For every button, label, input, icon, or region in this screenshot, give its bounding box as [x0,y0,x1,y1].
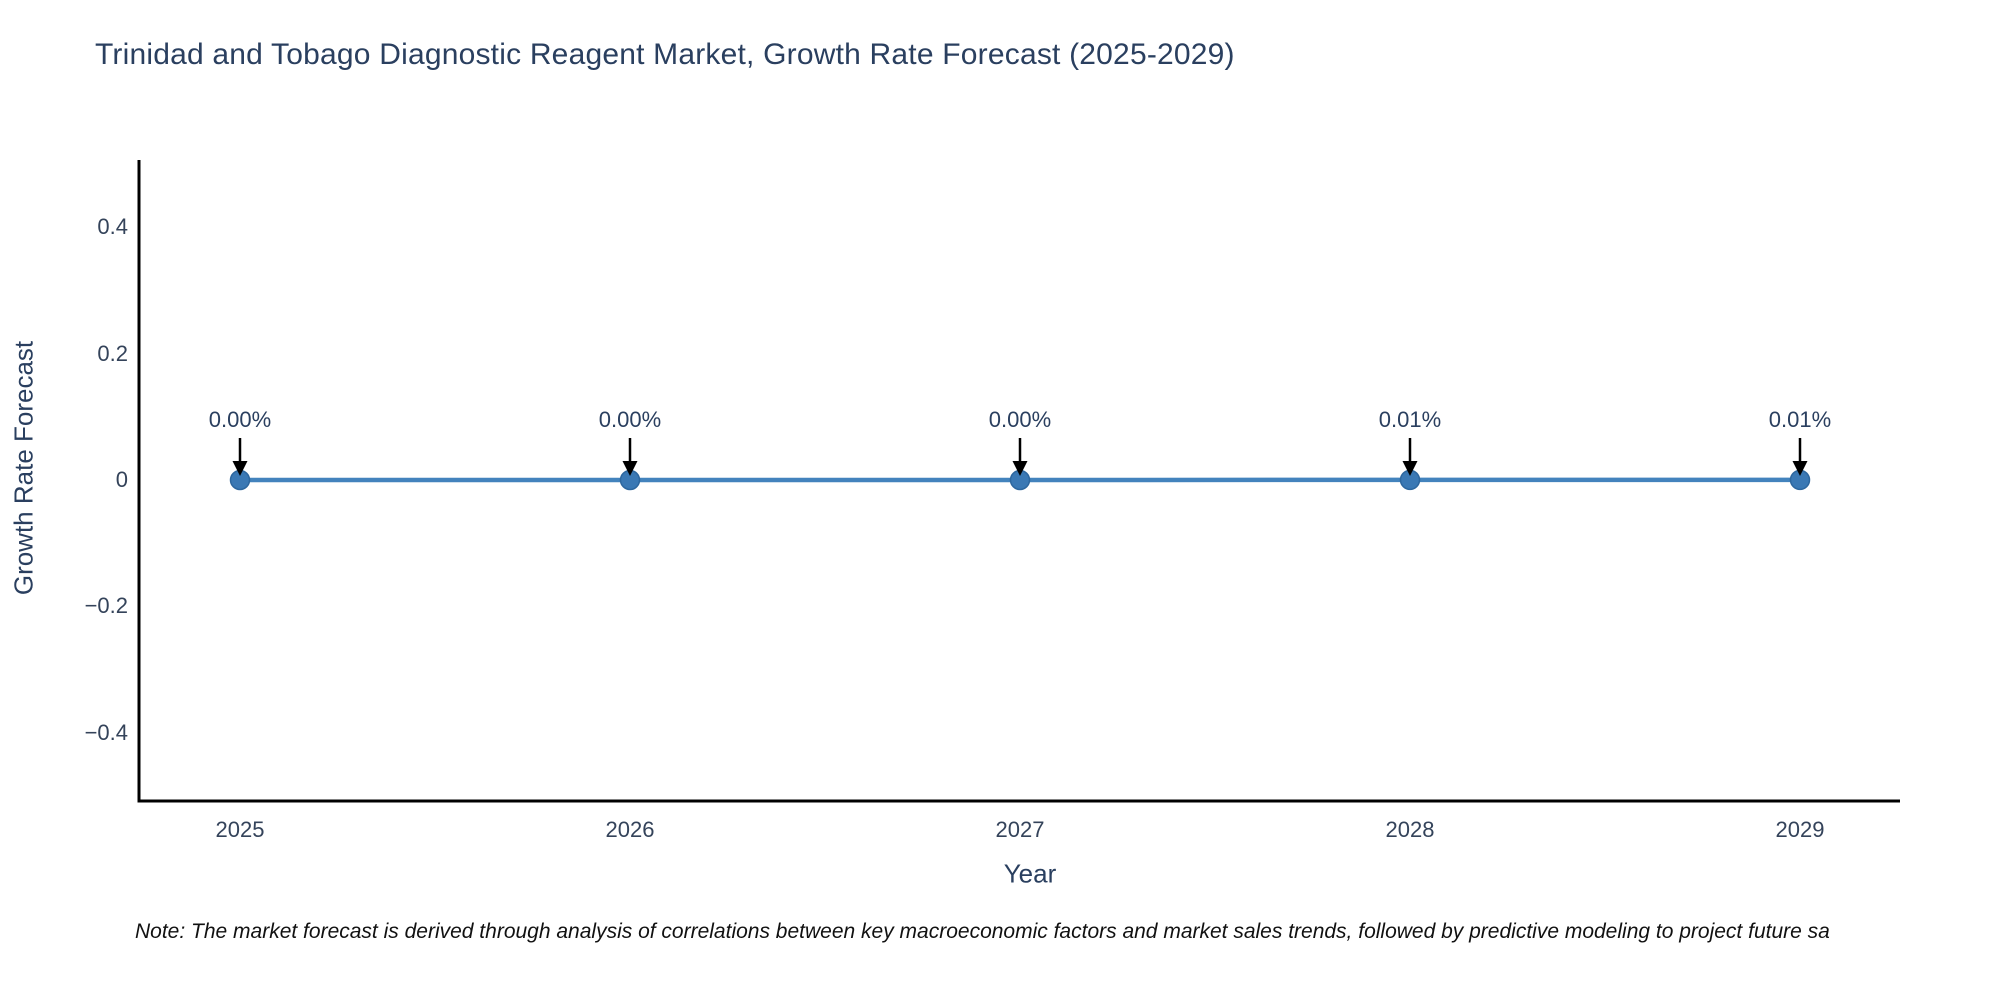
y-tick-0.2: 0.2 [97,341,128,366]
x-axis-title: Year [1003,858,1057,889]
x-tick-2025: 2025 [215,817,265,842]
annotation-label-2026: 0.00% [598,407,662,432]
x-tick-2026: 2026 [605,817,655,842]
annotation-label-2027: 0.00% [988,407,1052,432]
y-axis-title: Growth Rate Forecast [8,340,39,596]
annotation-label-2029: 0.01% [1768,407,1832,432]
annotation-arrow-2026 [622,438,638,476]
y-tick-neg0.4: −0.4 [84,720,128,745]
footnote: Note: The market forecast is derived thr… [135,920,1830,943]
x-tick-2028: 2028 [1385,817,1435,842]
y-tick-0: 0 [115,467,128,492]
annotation-label-2028: 0.01% [1378,407,1442,432]
x-tick-2029: 2029 [1775,817,1825,842]
annotation-arrow-2028 [1402,438,1418,476]
y-tick-0.4: 0.4 [97,214,128,239]
x-tick-2027: 2027 [995,817,1045,842]
chart-title: Trinidad and Tobago Diagnostic Reagent M… [95,38,1235,71]
annotation-label-2025: 0.00% [208,407,272,432]
annotation-arrow-2025 [232,438,248,476]
y-tick-neg0.2: −0.2 [84,593,128,618]
annotation-arrow-2027 [1012,438,1028,476]
annotation-arrow-2029 [1792,438,1808,476]
